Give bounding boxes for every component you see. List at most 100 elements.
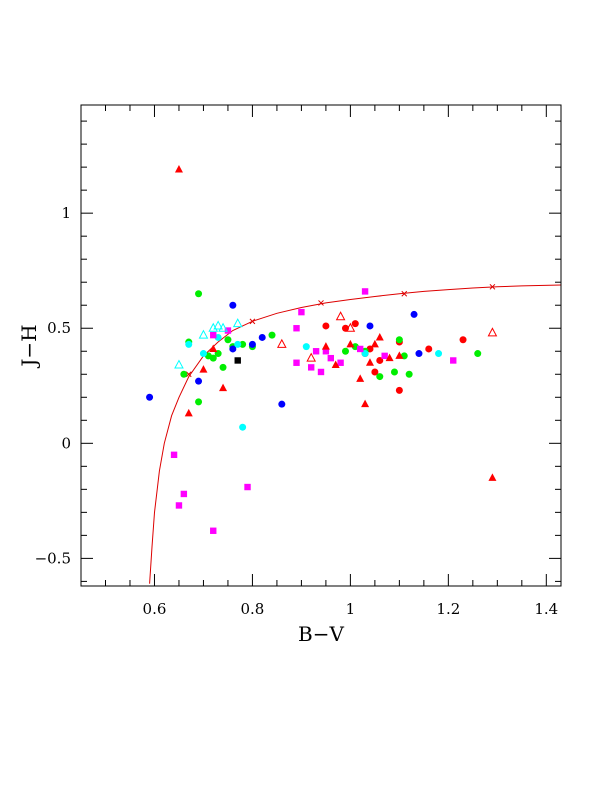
y-tick-label: 0	[61, 434, 71, 452]
data-point-triangle	[209, 344, 218, 352]
data-point-square	[317, 368, 325, 376]
data-point-circle	[435, 350, 443, 358]
data-point-triangle	[488, 473, 497, 481]
data-point-circle	[415, 350, 423, 358]
data-point-triangle-open	[306, 352, 317, 362]
data-point-circle	[410, 310, 418, 318]
data-point-triangle	[184, 408, 193, 417]
data-point-circle	[278, 400, 286, 408]
x-tick-label: 1.4	[534, 600, 558, 618]
data-point-circle	[302, 343, 310, 351]
data-point-circle	[390, 368, 398, 376]
data-point-triangle	[395, 351, 404, 359]
y-tick-label: −0.5	[35, 549, 71, 567]
data-point-square	[298, 308, 305, 316]
data-point-square	[293, 325, 300, 332]
y-tick-label: 1	[61, 204, 71, 222]
data-point-circle	[395, 336, 403, 344]
x-tick-label: 0.6	[143, 600, 167, 618]
data-point-triangle-open	[174, 359, 184, 369]
data-point-circle	[146, 393, 154, 401]
data-point-circle	[258, 333, 266, 341]
data-point-square	[308, 364, 315, 371]
data-point-triangle	[361, 399, 370, 408]
data-point-square	[170, 451, 178, 459]
data-point-triangle	[321, 342, 330, 350]
data-point-square	[327, 354, 334, 362]
x-axis-title: B−V	[298, 622, 344, 646]
y-tick-label: 0.5	[47, 319, 71, 337]
data-point-square	[224, 327, 232, 334]
data-point-square	[361, 288, 369, 295]
data-point-circle	[351, 320, 359, 328]
x-tick-label: 1.2	[436, 600, 460, 618]
data-point-square	[312, 348, 320, 355]
data-point-square	[234, 357, 241, 364]
data-point-square	[180, 490, 188, 498]
data-point-triangle	[199, 365, 208, 373]
data-points	[146, 164, 498, 534]
data-point-circle	[234, 340, 242, 348]
data-point-triangle	[370, 339, 379, 348]
fit-curve	[149, 284, 562, 584]
y-axis-title: J−H	[17, 324, 41, 368]
data-point-square	[244, 483, 251, 491]
data-point-circle	[195, 398, 203, 406]
data-point-triangle	[219, 383, 228, 392]
data-point-circle	[376, 373, 384, 381]
data-point-circle	[322, 322, 330, 330]
curve-cross-marker	[185, 371, 192, 378]
data-point-circle	[459, 336, 467, 344]
data-point-circle	[425, 345, 433, 353]
data-point-triangle	[331, 360, 340, 369]
data-point-circle	[209, 354, 217, 362]
data-point-circle	[219, 363, 227, 371]
data-point-circle	[199, 350, 207, 358]
plot-frame	[80, 104, 562, 587]
data-point-square	[450, 357, 457, 364]
data-point-triangle-open	[487, 327, 498, 337]
data-point-square	[175, 502, 183, 509]
data-point-circle	[239, 340, 247, 348]
curve-cross-marker	[249, 318, 256, 325]
data-point-square	[381, 352, 388, 360]
curve-cross-marker	[318, 300, 324, 306]
data-point-square	[322, 348, 330, 355]
data-point-triangle-open	[345, 322, 356, 332]
data-point-triangle	[356, 374, 365, 382]
data-point-triangle	[375, 332, 384, 341]
data-point-square	[337, 359, 344, 366]
curve-cross-marker	[489, 283, 496, 290]
data-point-circle	[195, 290, 203, 298]
x-tick-label: 0.8	[240, 600, 264, 618]
data-point-circle	[371, 368, 379, 376]
data-point-circle	[395, 386, 403, 394]
data-point-circle	[248, 340, 256, 348]
data-point-triangle	[365, 358, 374, 366]
data-point-circle	[185, 340, 193, 348]
data-point-triangle-open	[198, 329, 209, 339]
data-point-circle	[239, 423, 247, 431]
data-point-square	[356, 345, 364, 353]
data-point-square	[293, 359, 300, 366]
data-point-circle	[195, 377, 203, 385]
tick-labels: 0.6 0.8 1 1.2 1.4 −0.5 0 0.5 1	[35, 204, 559, 618]
data-point-triangle	[174, 164, 183, 173]
data-point-triangle-open	[232, 318, 243, 328]
x-tick-label: 1	[346, 600, 356, 618]
curve-cross-marker	[401, 290, 408, 297]
data-point-circle	[366, 322, 374, 330]
data-point-circle	[268, 331, 276, 339]
data-point-square	[210, 331, 217, 339]
data-point-circle	[229, 345, 237, 353]
axis-ticks	[80, 105, 561, 586]
data-point-circle	[341, 347, 349, 355]
data-point-triangle-open	[276, 338, 287, 348]
data-point-triangle-open	[218, 322, 228, 332]
data-point-circle	[229, 301, 237, 309]
data-point-circle	[224, 336, 232, 344]
data-point-triangle	[385, 353, 394, 362]
data-point-circle	[405, 370, 413, 378]
data-point-circle	[180, 370, 188, 378]
